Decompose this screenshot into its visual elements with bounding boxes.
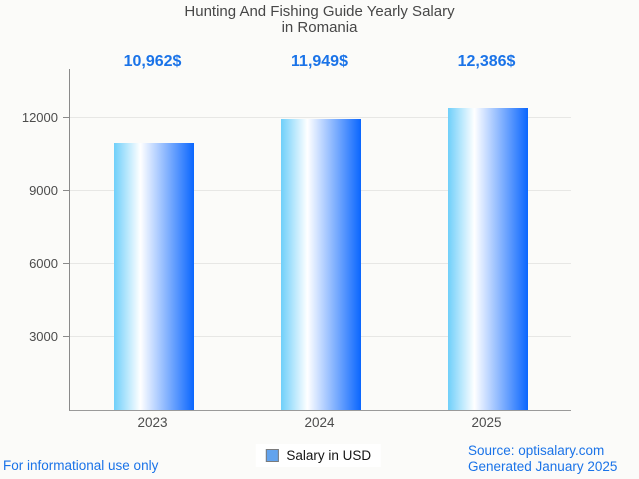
y-tick-3000: [63, 335, 69, 337]
source-link[interactable]: Source: optisalary.com: [468, 443, 605, 458]
legend-label: Salary in USD: [286, 448, 372, 463]
bar-value-label: 11,949$: [291, 53, 348, 70]
legend: Salary in USD: [255, 444, 382, 467]
x-axis-label: 2023: [137, 415, 168, 430]
x-axis-label: 2025: [471, 415, 502, 430]
plot-area: 3000 6000 9000 12000: [22, 69, 571, 411]
footer-source-block: Source: optisalary.com Generated January…: [468, 443, 617, 474]
y-tick-6000: [63, 262, 69, 264]
bar-value-label: 10,962$: [123, 53, 182, 70]
legend-swatch-icon: [265, 449, 279, 462]
bar-value-label: 12,386$: [457, 53, 516, 70]
gridline-12000: [70, 116, 571, 118]
generated-date: Generated January 2025: [468, 458, 618, 474]
footer-disclaimer: For informational use only: [3, 458, 159, 473]
chart-title-line2: in Romania: [281, 19, 358, 36]
bar-2025: [447, 108, 528, 410]
x-axis-label: 2024: [304, 415, 335, 430]
y-axis-label: 6000: [29, 255, 58, 271]
y-axis-label: 9000: [29, 182, 58, 198]
y-axis-label: 3000: [29, 328, 58, 344]
y-tick-9000: [63, 189, 69, 191]
y-tick-12000: [63, 116, 69, 118]
chart-title-line1: Hunting And Fishing Guide Yearly Salary: [184, 3, 455, 20]
bar-2023: [113, 143, 194, 410]
bar-2024: [280, 118, 361, 410]
y-axis-label: 12000: [21, 109, 58, 125]
chart-title: Hunting And Fishing Guide Yearly Salary …: [0, 4, 639, 36]
